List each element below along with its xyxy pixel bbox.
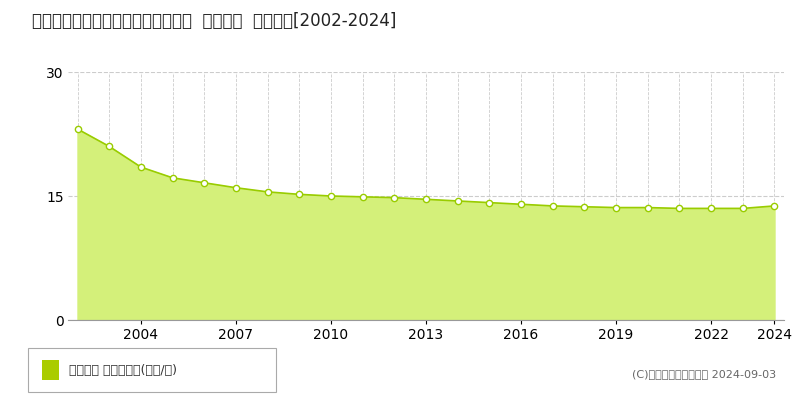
- Text: 愛知県常滑市大曽町５丁目６９番外  地価公示  地価推移[2002-2024]: 愛知県常滑市大曽町５丁目６９番外 地価公示 地価推移[2002-2024]: [32, 12, 396, 30]
- Text: 地価公示 平均坪単価(万円/坪): 地価公示 平均坪単価(万円/坪): [69, 364, 177, 376]
- Text: (C)土地価格ドットコム 2024-09-03: (C)土地価格ドットコム 2024-09-03: [632, 369, 776, 379]
